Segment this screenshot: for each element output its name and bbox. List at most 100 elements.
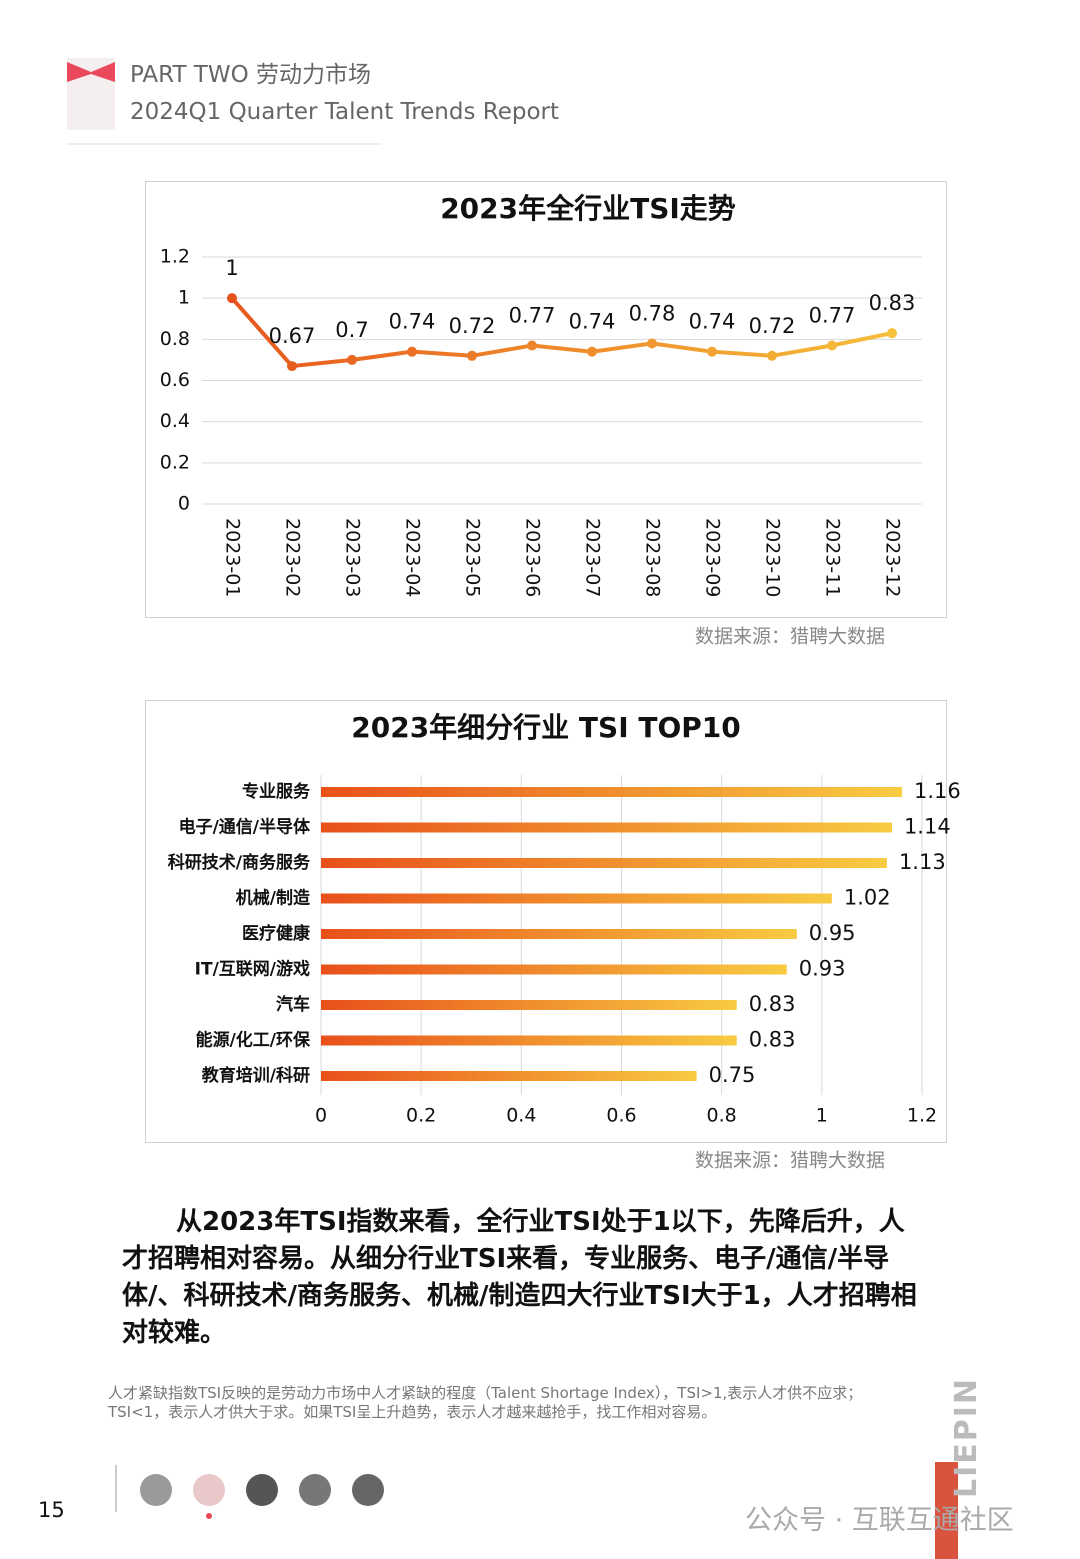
y-tick-label: 0.4: [160, 410, 190, 432]
x-tick-label: 1.2: [907, 1105, 937, 1127]
watermark: 公众号 · 互联互通社区: [745, 1505, 1014, 1536]
footer-icon: [140, 1474, 172, 1506]
y-tick-label: 能源/化工/环保: [196, 1030, 311, 1051]
line: [230, 296, 893, 369]
point: [467, 350, 477, 361]
x-tick-label: 2023-12: [882, 518, 904, 597]
data-label: 0.74: [389, 310, 436, 334]
bar: [321, 858, 887, 868]
data-label: 1.02: [844, 886, 891, 910]
y-tick-label: 1.2: [160, 246, 190, 268]
x-tick-label: 0: [315, 1105, 327, 1127]
bar: [321, 1071, 697, 1081]
point: [407, 346, 417, 357]
y-tick-label: 专业服务: [242, 781, 311, 802]
header-bow: [67, 62, 115, 82]
y-tick-label: 医疗健康: [242, 923, 311, 944]
x-tick-label: 2023-11: [822, 518, 844, 597]
y-tick-label: 1: [178, 287, 190, 309]
data-label: 0.77: [509, 304, 556, 328]
x-tick-label: 1: [816, 1105, 828, 1127]
data-label: 0.72: [749, 314, 796, 338]
data-label: 0.75: [709, 1063, 756, 1087]
data-label: 0.78: [629, 301, 676, 325]
y-tick-label: 教育培训/科研: [201, 1065, 310, 1086]
point: [527, 340, 537, 351]
chart-frame: [145, 700, 947, 1143]
bar: [321, 964, 787, 975]
y-tick-label: 汽车: [276, 994, 310, 1015]
point: [647, 338, 657, 349]
page-number: 15: [38, 1498, 65, 1522]
bar: [321, 929, 797, 939]
data-label: 0.77: [809, 304, 856, 328]
bar: [321, 1035, 737, 1046]
footer-icon: [352, 1474, 384, 1506]
point: [887, 328, 897, 339]
y-tick-label: 电子/通信/半导体: [179, 817, 311, 838]
point: [347, 354, 357, 365]
point: [827, 340, 837, 351]
bar: [321, 893, 832, 904]
source: 数据来源：猎聘大数据: [695, 626, 885, 648]
chart-title: 2023年细分行业 TSI TOP10: [351, 711, 741, 744]
x-tick-label: 0.6: [606, 1105, 636, 1127]
y-tick-label: 0.2: [160, 451, 190, 473]
data-label: 0.67: [269, 324, 316, 348]
data-label: 1.14: [904, 815, 951, 839]
x-tick-label: 2023-05: [462, 518, 484, 597]
bar: [321, 1000, 737, 1010]
chart-title: 2023年全行业TSI走势: [440, 192, 736, 225]
x-tick-label: 2023-02: [282, 518, 304, 597]
x-tick-label: 0.4: [506, 1105, 536, 1127]
data-label: 0.83: [749, 992, 796, 1016]
y-tick-label: 0.6: [160, 369, 190, 391]
chart-frame: [145, 181, 947, 618]
data-label: 0.72: [449, 314, 496, 338]
point: [287, 361, 297, 372]
x-tick-label: 2023-10: [762, 518, 784, 597]
x-tick-label: 2023-08: [642, 518, 664, 597]
footer-dot: [206, 1513, 212, 1519]
data-label: 0.74: [569, 310, 616, 334]
y-tick-label: 0: [178, 493, 190, 515]
x-tick-label: 0.2: [406, 1105, 436, 1127]
x-tick-label: 2023-03: [342, 518, 364, 597]
data-label: 0.7: [335, 318, 368, 342]
data-label: 0.83: [869, 291, 916, 315]
header-part: PART TWO 劳动力市场: [130, 62, 372, 88]
data-label: 0.95: [809, 921, 856, 945]
footnote: 人才紧缺指数TSI反映的是劳动力市场中人才紧缺的程度（Talent Shorta…: [108, 1384, 863, 1421]
source: 数据来源：猎聘大数据: [695, 1150, 885, 1172]
point: [227, 293, 237, 304]
x-tick-label: 2023-01: [222, 518, 244, 597]
data-label: 1: [225, 256, 238, 280]
point: [587, 346, 597, 357]
footer-icon: [299, 1474, 331, 1506]
point: [767, 350, 777, 361]
bar: [321, 822, 892, 833]
data-label: 0.83: [749, 1028, 796, 1052]
bar: [321, 787, 902, 797]
data-label: 1.13: [899, 850, 946, 874]
x-tick-label: 2023-04: [402, 518, 424, 597]
y-tick-label: IT/互联网/游戏: [195, 959, 310, 980]
paragraph: 从2023年TSI指数来看，全行业TSI处于1以下，先降后升，人才招聘相对容易。…: [122, 1207, 917, 1348]
data-label: 1.16: [914, 779, 961, 803]
x-tick-label: 2023-06: [522, 518, 544, 597]
y-tick-label: 机械/制造: [236, 888, 311, 909]
y-tick-label: 0.8: [160, 328, 190, 350]
x-tick-label: 0.8: [707, 1105, 737, 1127]
brand-bar: [935, 1462, 958, 1559]
x-tick-label: 2023-09: [702, 518, 724, 597]
footer-icon: [193, 1474, 225, 1506]
footer-icon: [246, 1474, 278, 1506]
brand: LIEPIN: [949, 1376, 985, 1499]
data-label: 0.74: [689, 310, 736, 334]
data-label: 0.93: [799, 957, 846, 981]
y-tick-label: 科研技术/商务服务: [168, 852, 311, 873]
x-tick-label: 2023-07: [582, 518, 604, 597]
header-subtitle: 2024Q1 Quarter Talent Trends Report: [130, 99, 560, 125]
